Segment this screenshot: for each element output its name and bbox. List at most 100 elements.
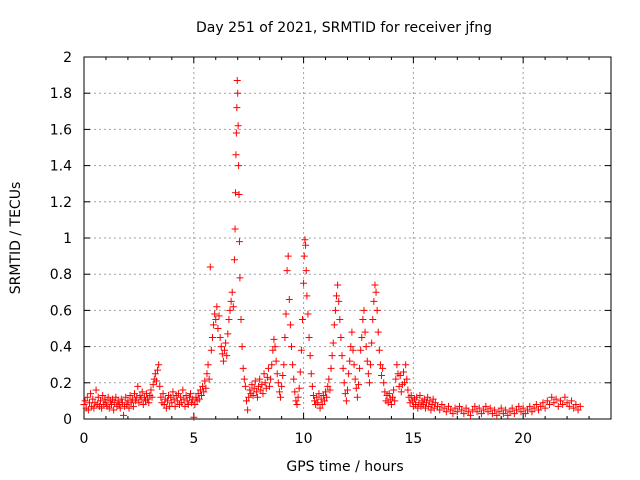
data-point [440,404,448,412]
data-point [152,377,160,385]
data-point [301,236,309,244]
data-point [260,370,268,378]
data-point [297,346,305,354]
data-point [428,401,436,409]
data-point [434,402,442,410]
data-point [473,408,481,416]
data-point [259,390,267,398]
y-tick-label: 0.2 [50,376,72,392]
data-point [358,334,366,342]
data-point [253,393,261,401]
data-point [252,388,260,396]
data-point [380,379,388,387]
data-point [391,397,399,405]
data-point [546,401,554,409]
data-point [248,381,256,389]
data-point [215,312,223,320]
data-point [364,370,372,378]
data-point [217,343,225,351]
y-tick-label: 1 [63,231,72,247]
data-point [329,339,337,347]
data-point [378,372,386,380]
data-point [493,411,501,419]
data-point [308,382,316,390]
data-point [269,346,277,354]
data-point [255,382,263,390]
data-point [218,350,226,358]
data-point [107,401,115,409]
data-point [431,399,439,407]
data-point [404,386,412,394]
y-tick-label: 1.2 [50,195,72,211]
data-point [488,410,496,418]
data-point [87,390,95,398]
data-point [333,292,341,300]
data-point [350,361,358,369]
data-point [185,393,193,401]
data-point [109,395,117,403]
data-point [491,406,499,414]
data-point [89,395,97,403]
data-point [296,368,304,376]
data-point [281,334,289,342]
data-point [178,399,186,407]
data-point [246,386,254,394]
data-point [264,364,272,372]
data-point [574,406,582,414]
data-point [179,386,187,394]
y-tick-label: 1.8 [50,86,72,102]
data-point [184,401,192,409]
data-point [132,397,140,405]
data-point [145,399,153,407]
data-point [235,162,243,170]
data-point [262,384,270,392]
data-point [211,310,219,318]
data-point [177,393,185,401]
data-point [334,281,342,289]
data-point [235,191,243,199]
data-point [127,399,135,407]
chart-title: Day 251 of 2021, SRMTID for receiver jfn… [196,20,492,36]
data-point [213,303,221,311]
data-point [302,267,310,275]
data-point [98,404,106,412]
data-point [124,397,132,405]
data-point [427,406,435,414]
data-point [159,390,167,398]
data-point [257,386,265,394]
data-point [201,377,209,385]
data-point [337,334,345,342]
data-point [537,402,545,410]
data-point [135,399,143,407]
data-point [403,375,411,383]
data-point [272,357,280,365]
data-point [515,402,523,410]
data-point [118,399,126,407]
data-point [453,408,461,416]
data-point [256,375,264,383]
data-point [114,397,122,405]
data-point [168,399,176,407]
data-point [194,390,202,398]
data-point [532,401,540,409]
x-tick-label: 5 [189,431,198,447]
data-point [318,401,326,409]
data-point [274,379,282,387]
data-point [105,404,113,412]
data-point [233,77,241,85]
data-point [396,372,404,380]
data-point [307,370,315,378]
data-point [128,395,136,403]
data-point [80,401,88,409]
data-point [229,303,237,311]
x-axis-label: GPS time / hours [286,459,403,475]
data-point [94,393,102,401]
data-point [244,406,252,414]
data-point [521,410,529,418]
data-point [140,393,148,401]
data-point [315,390,323,398]
data-point [499,410,507,418]
data-point [180,395,188,403]
data-point [190,413,198,421]
